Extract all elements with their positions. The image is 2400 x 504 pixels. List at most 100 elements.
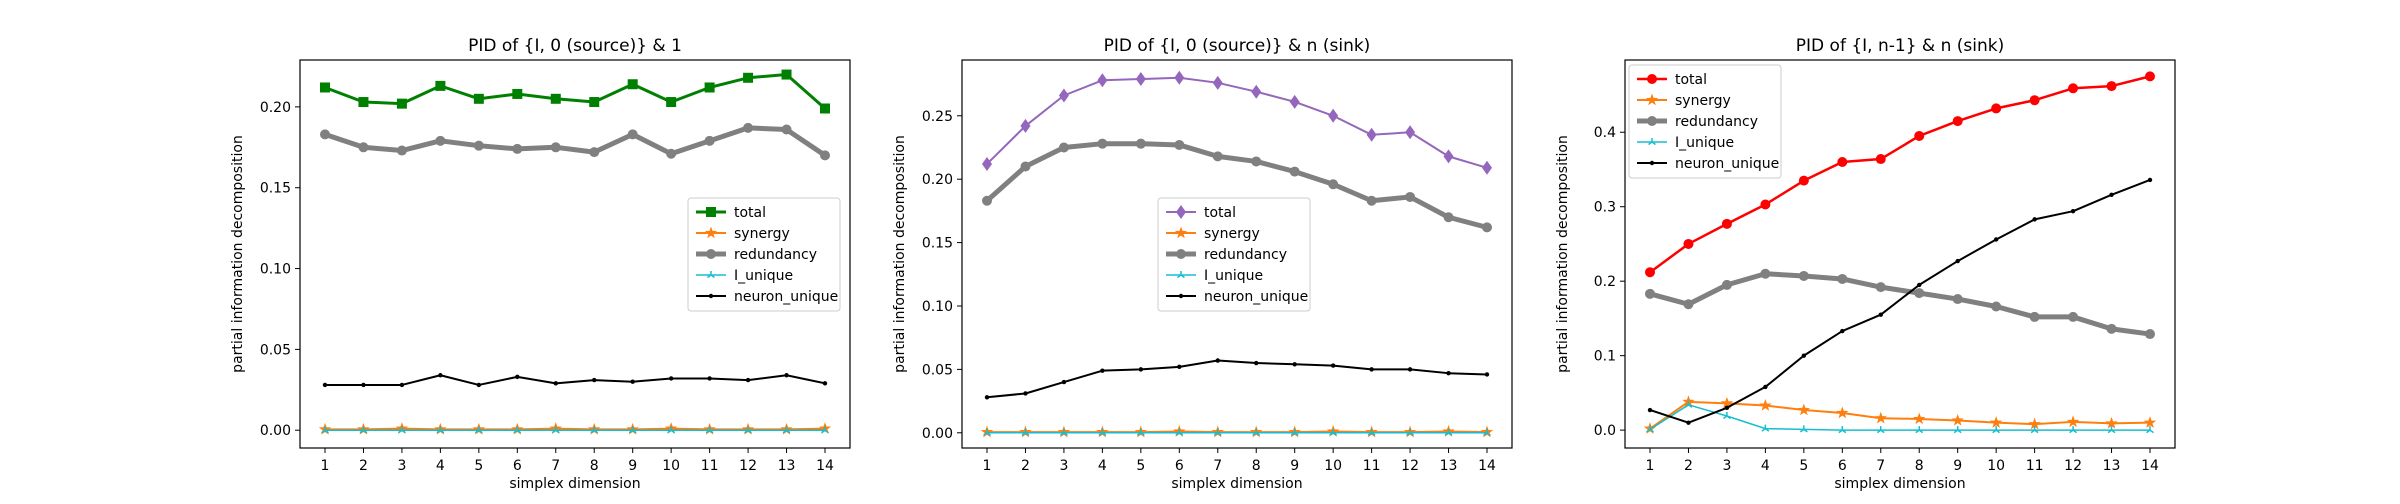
data-point-neuron_unique bbox=[322, 382, 328, 388]
data-point-neuron_unique bbox=[2070, 208, 2076, 214]
legend: total synergy redundancy I_unique neuron_uni… bbox=[687, 197, 841, 312]
data-point-total bbox=[666, 97, 677, 108]
y-tick-label: 0.15 bbox=[260, 181, 291, 197]
data-point-redundancy bbox=[2145, 329, 2155, 340]
data-point-I_unique bbox=[1483, 428, 1491, 436]
data-point-redundancy bbox=[396, 145, 407, 156]
data-point-total bbox=[1683, 238, 1694, 249]
data-point-I_unique bbox=[983, 428, 991, 436]
x-tick-label: 14 bbox=[2141, 458, 2159, 474]
x-tick-label: 12 bbox=[1401, 458, 1419, 474]
data-point-I_unique bbox=[744, 426, 753, 434]
series-line-neuron_unique bbox=[325, 374, 826, 386]
x-axis-label: simplex dimension bbox=[1171, 476, 1302, 492]
y-axis-label: partial information decomposition bbox=[230, 135, 246, 373]
data-point-I_unique bbox=[397, 426, 406, 434]
data-point-neuron_unique bbox=[476, 382, 482, 388]
x-tick-label: 14 bbox=[1478, 458, 1496, 474]
legend-marker-redundancy bbox=[1176, 249, 1186, 259]
legend-marker-neuron_unique bbox=[1178, 293, 1184, 299]
data-point-redundancy bbox=[512, 143, 523, 154]
data-point-I_unique bbox=[1722, 411, 1731, 420]
data-point-neuron_unique bbox=[630, 379, 635, 384]
x-tick-label: 11 bbox=[2026, 458, 2044, 474]
legend-marker-redundancy bbox=[1647, 116, 1657, 126]
x-tick-label: 4 bbox=[436, 458, 445, 474]
data-point-redundancy bbox=[1991, 301, 2002, 312]
x-tick-label: 3 bbox=[1722, 458, 1731, 474]
data-point-total bbox=[550, 93, 561, 104]
plot-area bbox=[980, 70, 1494, 438]
data-point-neuron_unique bbox=[1484, 372, 1490, 377]
series-line-total bbox=[986, 76, 1488, 169]
data-point-total bbox=[2029, 95, 2040, 106]
legend-box bbox=[1157, 197, 1311, 312]
data-point-total bbox=[1289, 94, 1300, 109]
legend-label-total: total bbox=[1675, 72, 1707, 88]
data-point-I_unique bbox=[2069, 426, 2078, 434]
legend: total synergy redundancy I_unique neuron_uni… bbox=[1628, 64, 1782, 179]
series-line-redundancy bbox=[324, 125, 827, 158]
data-point-redundancy bbox=[1212, 151, 1223, 162]
data-point-I_unique bbox=[1684, 400, 1693, 408]
data-point-total bbox=[982, 156, 992, 171]
y-tick-label: 0.4 bbox=[1594, 125, 1616, 141]
data-point-neuron_unique bbox=[1061, 379, 1067, 385]
data-point-I_unique bbox=[1444, 428, 1453, 436]
data-point-I_unique bbox=[628, 426, 637, 434]
data-point-redundancy bbox=[320, 129, 330, 140]
data-point-neuron_unique bbox=[1955, 258, 1960, 264]
data-point-total bbox=[743, 72, 754, 83]
y-tick-label: 0.1 bbox=[1594, 349, 1616, 365]
data-point-total bbox=[2145, 71, 2155, 82]
data-point-neuron_unique bbox=[1100, 368, 1105, 373]
data-point-redundancy bbox=[589, 147, 600, 158]
data-point-neuron_unique bbox=[1446, 370, 1451, 376]
data-point-total bbox=[396, 98, 407, 109]
data-point-redundancy bbox=[1251, 156, 1262, 167]
x-tick-label: 8 bbox=[1915, 458, 1924, 474]
data-point-I_unique bbox=[1646, 425, 1654, 433]
x-tick-label: 10 bbox=[1324, 458, 1342, 474]
data-point-total bbox=[1366, 127, 1377, 142]
data-point-I_unique bbox=[1876, 426, 1885, 434]
x-tick-label: 5 bbox=[474, 458, 483, 474]
data-point-synergy bbox=[2105, 416, 2118, 429]
chart-title: PID of {I, 0 (source)} & n (sink) bbox=[1104, 36, 1371, 56]
data-point-total bbox=[1097, 73, 1108, 88]
data-point-redundancy bbox=[666, 148, 677, 159]
x-tick-label: 1 bbox=[321, 458, 330, 474]
series-line-synergy bbox=[325, 427, 826, 431]
data-point-I_unique bbox=[1406, 428, 1415, 436]
chart-panel-1: PID of {I, 0 (source)} & 11 2 3 4 5 6 7 8 9 10 11 1… bbox=[230, 36, 851, 492]
data-point-redundancy bbox=[1798, 270, 1809, 281]
x-tick-label: 14 bbox=[816, 458, 834, 474]
legend-label-neuron_unique: neuron_unique bbox=[734, 289, 838, 305]
data-point-redundancy bbox=[1058, 142, 1069, 153]
legend-marker-neuron_unique bbox=[1649, 160, 1655, 166]
x-tick-label: 10 bbox=[662, 458, 680, 474]
data-point-redundancy bbox=[1020, 161, 1031, 172]
data-point-I_unique bbox=[1290, 428, 1299, 436]
legend-label-redundancy: redundancy bbox=[734, 247, 817, 263]
data-point-I_unique bbox=[1252, 428, 1261, 436]
x-tick-label: 6 bbox=[513, 458, 522, 474]
data-point-I_unique bbox=[1838, 426, 1847, 434]
data-point-I_unique bbox=[1136, 428, 1145, 436]
x-tick-label: 5 bbox=[1799, 458, 1808, 474]
x-tick-label: 11 bbox=[701, 458, 719, 474]
legend-label-I_unique: I_unique bbox=[734, 268, 793, 284]
data-point-redundancy bbox=[982, 195, 992, 206]
data-point-neuron_unique bbox=[1254, 360, 1259, 366]
data-point-redundancy bbox=[1174, 139, 1185, 150]
data-point-neuron_unique bbox=[2147, 177, 2153, 183]
y-axis-label: partial information decomposition bbox=[1555, 135, 1571, 373]
data-point-redundancy bbox=[1366, 195, 1377, 206]
data-point-synergy bbox=[1951, 413, 1964, 426]
data-point-I_unique bbox=[1953, 426, 1962, 434]
data-point-total bbox=[589, 97, 600, 108]
data-point-total bbox=[1991, 103, 2002, 114]
legend-marker-total bbox=[706, 207, 716, 217]
data-point-I_unique bbox=[1367, 428, 1376, 436]
